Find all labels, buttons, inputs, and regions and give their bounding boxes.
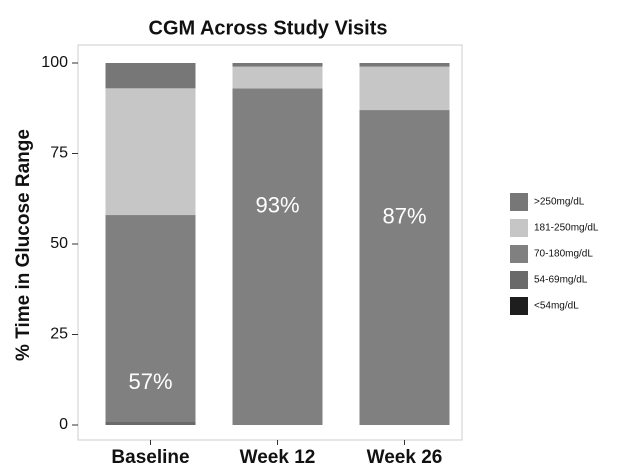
legend-swatch — [510, 219, 528, 237]
bar-segment — [359, 63, 450, 67]
legend-label: >250mg/dL — [534, 197, 585, 208]
y-tick-label: 0 — [59, 416, 68, 433]
x-tick-label: Baseline — [111, 447, 189, 468]
legend-label: 181-250mg/dL — [534, 223, 599, 234]
legend-swatch — [510, 193, 528, 211]
bar-segment — [232, 88, 323, 425]
x-tick-label: Week 12 — [240, 447, 316, 468]
y-tick-label: 75 — [50, 145, 68, 162]
bar-segment — [105, 88, 196, 216]
legend-swatch — [510, 297, 528, 315]
plot-frame — [77, 44, 463, 441]
legend-swatch — [510, 245, 528, 263]
value-label: 93% — [255, 192, 299, 217]
y-tick-label: 50 — [50, 235, 68, 252]
bar-segment — [105, 421, 196, 425]
x-tick-label: Week 26 — [367, 447, 443, 468]
legend-label: 70-180mg/dL — [534, 249, 593, 260]
legend-label: <54mg/dL — [534, 301, 579, 312]
y-axis-label: % Time in Glucose Range — [13, 129, 34, 361]
bar-segment — [232, 66, 323, 89]
bar-segment — [359, 110, 450, 425]
chart-title: CGM Across Study Visits — [149, 17, 388, 39]
value-label: 87% — [382, 203, 426, 228]
bar-segment — [105, 63, 196, 89]
y-tick-label: 25 — [50, 326, 68, 343]
bar-segment — [232, 63, 323, 67]
legend-label: 54-69mg/dL — [534, 275, 588, 286]
legend-swatch — [510, 271, 528, 289]
bar-segment — [105, 215, 196, 422]
y-tick-label: 100 — [41, 54, 68, 71]
value-label: 57% — [128, 369, 172, 394]
bar-segment — [359, 66, 450, 111]
